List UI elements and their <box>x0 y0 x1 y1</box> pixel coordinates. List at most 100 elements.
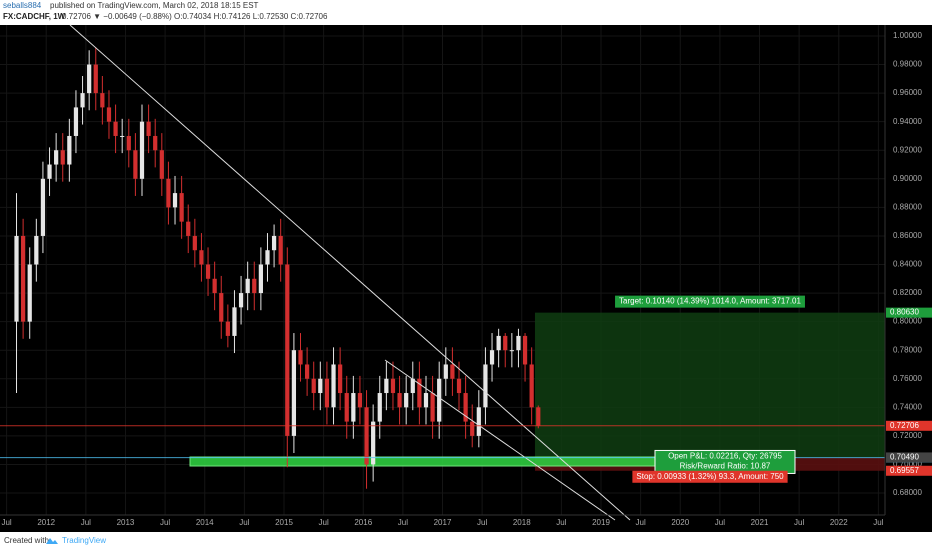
candle-body <box>166 178 171 208</box>
candle-body <box>285 264 290 436</box>
candle-body <box>522 335 528 365</box>
candle-body <box>397 393 402 408</box>
candle-body <box>278 235 283 265</box>
candle-body <box>133 150 138 179</box>
candle-body <box>503 335 508 351</box>
candle-body <box>192 235 197 251</box>
y-tick-label: 0.78000 <box>893 345 922 354</box>
candle-body <box>27 264 32 322</box>
y-tick-label: 0.80000 <box>893 317 922 326</box>
candle-body <box>437 378 442 422</box>
candle-body <box>351 393 356 422</box>
target-zone <box>534 312 885 458</box>
price-marker-label: 0.70490 <box>890 453 919 462</box>
candle-body <box>509 350 514 352</box>
y-tick-label: 0.72000 <box>893 431 922 440</box>
candle-body <box>87 64 92 94</box>
target-label-box <box>615 295 805 308</box>
target-label: Target: 0.10140 (14.39%) 1014.0, Amount:… <box>615 295 805 308</box>
candle-body <box>291 350 297 436</box>
candle-body <box>516 335 521 351</box>
candle-body <box>199 250 204 265</box>
candle-body <box>470 421 475 436</box>
candle-body <box>298 350 303 365</box>
y-tick-label: 0.76000 <box>893 374 922 383</box>
candle-body <box>225 321 230 336</box>
candle-body <box>463 393 468 422</box>
candle-body <box>186 221 191 236</box>
candle-body <box>73 107 79 136</box>
y-tick-label: 0.84000 <box>893 260 922 269</box>
candle-body <box>153 135 158 151</box>
x-tick-label: 2012 <box>37 518 55 527</box>
y-tick-label: 0.82000 <box>893 288 922 297</box>
x-tick-label: Jul <box>477 518 487 527</box>
candle-body <box>172 193 178 208</box>
footer-text: Created with <box>4 536 49 545</box>
x-tick-label: Jul <box>319 518 329 527</box>
x-tick-label: Jul <box>794 518 804 527</box>
candle-body <box>338 364 343 394</box>
published: published on TradingView.com, March 02, … <box>50 1 259 10</box>
stop-label-box <box>632 470 788 483</box>
candle-body <box>324 378 330 408</box>
candle-body <box>232 307 237 336</box>
y-tick-label: 0.74000 <box>893 402 922 411</box>
x-tick-label: Jul <box>556 518 566 527</box>
stop-label: Stop: 0.00933 (1.32%) 93.3, Amount: 750 <box>632 470 788 483</box>
candle-body <box>67 135 72 165</box>
candle-body <box>252 278 257 294</box>
candle-body <box>80 93 85 108</box>
candle-body <box>496 335 501 351</box>
x-tick-label: 2019 <box>592 518 610 527</box>
candle-body <box>450 364 455 379</box>
trend-line <box>384 359 616 521</box>
candle-body <box>47 164 52 179</box>
y-tick-label: 0.86000 <box>893 231 922 240</box>
x-tick-label: 2021 <box>751 518 769 527</box>
quote: 0.72706 ▼ −0.00649 (−0.88%) O:0.74034 H:… <box>62 12 328 21</box>
candle-body <box>377 393 382 422</box>
candle-body <box>40 178 46 236</box>
x-tick-label: Jul <box>160 518 170 527</box>
x-tick-label: 2016 <box>354 518 372 527</box>
candle-body <box>536 407 541 426</box>
x-tick-label: Jul <box>715 518 725 527</box>
candle-body <box>126 135 131 151</box>
candle-body <box>212 278 217 294</box>
y-tick-label: 0.70000 <box>893 460 922 469</box>
candle-body <box>417 378 422 408</box>
candle-body <box>271 235 277 251</box>
candle-body <box>456 378 462 394</box>
candle-body <box>371 421 376 465</box>
candle-body <box>304 364 310 379</box>
candle-body <box>54 150 59 165</box>
y-tick-label: 1.00000 <box>893 31 922 40</box>
candle-body <box>60 150 65 165</box>
candle-body <box>430 393 435 422</box>
candle-body <box>238 293 244 308</box>
candle-body <box>21 235 26 322</box>
candle-body <box>410 378 415 394</box>
price-marker-label: 0.69557 <box>890 466 919 475</box>
candle-body <box>120 135 125 137</box>
x-tick-label: Jul <box>636 518 646 527</box>
x-tick-label: Jul <box>239 518 249 527</box>
x-tick-label: 2018 <box>513 518 531 527</box>
candle-body <box>476 407 481 436</box>
candle-body <box>311 378 316 394</box>
candle-body <box>423 393 429 408</box>
candles <box>14 47 541 489</box>
candle-body <box>113 121 118 136</box>
x-tick-label: Jul <box>81 518 91 527</box>
x-tick-label: Jul <box>398 518 408 527</box>
y-tick-label: 0.92000 <box>893 145 922 154</box>
candle-body <box>139 121 145 179</box>
candle-body <box>318 378 323 394</box>
candle-body <box>179 193 184 222</box>
zones <box>534 312 885 471</box>
price-marker-label: 0.80630 <box>890 308 919 317</box>
y-tick-label: 0.90000 <box>893 174 922 183</box>
price-marker <box>886 452 932 463</box>
